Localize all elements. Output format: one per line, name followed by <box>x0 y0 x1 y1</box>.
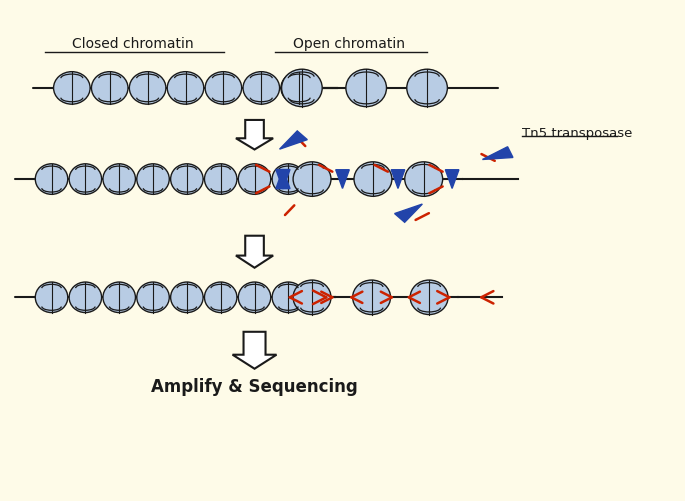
Ellipse shape <box>293 162 331 196</box>
Ellipse shape <box>282 69 322 107</box>
Text: Open chromatin: Open chromatin <box>293 37 406 51</box>
Ellipse shape <box>103 164 136 194</box>
Ellipse shape <box>238 164 271 194</box>
Ellipse shape <box>204 282 237 313</box>
Polygon shape <box>482 147 513 159</box>
Ellipse shape <box>205 72 242 104</box>
Polygon shape <box>445 170 459 188</box>
Ellipse shape <box>53 72 90 104</box>
Ellipse shape <box>272 282 305 313</box>
Polygon shape <box>391 170 405 188</box>
Ellipse shape <box>36 282 68 313</box>
Ellipse shape <box>167 72 203 104</box>
Ellipse shape <box>243 72 279 104</box>
Polygon shape <box>279 131 308 149</box>
Ellipse shape <box>137 282 169 313</box>
Ellipse shape <box>281 72 317 104</box>
Ellipse shape <box>204 164 237 194</box>
Text: Tn5 transposase: Tn5 transposase <box>522 127 632 140</box>
FancyArrow shape <box>236 235 273 268</box>
Ellipse shape <box>353 280 390 315</box>
Ellipse shape <box>171 282 203 313</box>
Ellipse shape <box>137 164 169 194</box>
Ellipse shape <box>238 282 271 313</box>
Polygon shape <box>276 169 290 189</box>
Ellipse shape <box>92 72 128 104</box>
Text: Closed chromatin: Closed chromatin <box>72 37 194 51</box>
Ellipse shape <box>354 162 392 196</box>
FancyArrow shape <box>236 120 273 149</box>
Polygon shape <box>276 169 290 188</box>
Ellipse shape <box>36 164 68 194</box>
Text: Amplify & Sequencing: Amplify & Sequencing <box>151 378 358 396</box>
FancyArrow shape <box>232 332 277 369</box>
Ellipse shape <box>69 282 101 313</box>
Ellipse shape <box>129 72 166 104</box>
Ellipse shape <box>346 69 386 107</box>
Ellipse shape <box>407 69 447 107</box>
Ellipse shape <box>171 164 203 194</box>
Ellipse shape <box>69 164 101 194</box>
Ellipse shape <box>293 280 331 315</box>
Polygon shape <box>395 204 423 222</box>
Ellipse shape <box>410 280 448 315</box>
Polygon shape <box>336 170 349 188</box>
Ellipse shape <box>272 164 305 194</box>
Ellipse shape <box>405 162 443 196</box>
Ellipse shape <box>103 282 136 313</box>
